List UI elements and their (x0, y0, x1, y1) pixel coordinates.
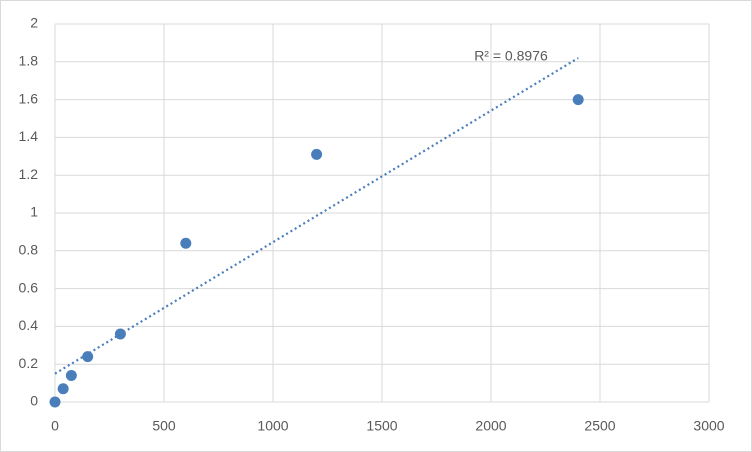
x-tick-label: 2000 (475, 418, 506, 434)
x-tick-label: 0 (51, 418, 59, 434)
x-tick-label: 500 (152, 418, 176, 434)
y-tick-label: 1.6 (19, 90, 39, 106)
point (49, 396, 61, 408)
y-tick-label: 2 (30, 15, 38, 31)
point (57, 383, 69, 395)
x-tick-label: 3000 (693, 418, 724, 434)
x-tick-label: 1500 (366, 418, 397, 434)
annotation: R² = 0.8976 (474, 48, 548, 64)
y-tick-label: 1 (30, 204, 38, 220)
y-tick-label: 1.8 (19, 53, 39, 69)
point (311, 148, 323, 160)
point (180, 237, 192, 249)
point (65, 370, 77, 382)
y-tick-label: 0.6 (19, 279, 39, 295)
y-tick-label: 1.4 (19, 128, 39, 144)
y-tick-label: 1.2 (19, 166, 39, 182)
x-tick-label: 1000 (257, 418, 288, 434)
trendline (54, 57, 579, 375)
y-tick-label: 0.2 (19, 355, 39, 371)
x-tick-label: 2500 (584, 418, 615, 434)
y-tick-label: 0.8 (19, 242, 39, 258)
y-tick-label: 0.4 (19, 317, 39, 333)
point (82, 351, 94, 363)
y-tick-label: 0 (30, 393, 38, 409)
point (114, 328, 126, 340)
point (572, 94, 584, 106)
